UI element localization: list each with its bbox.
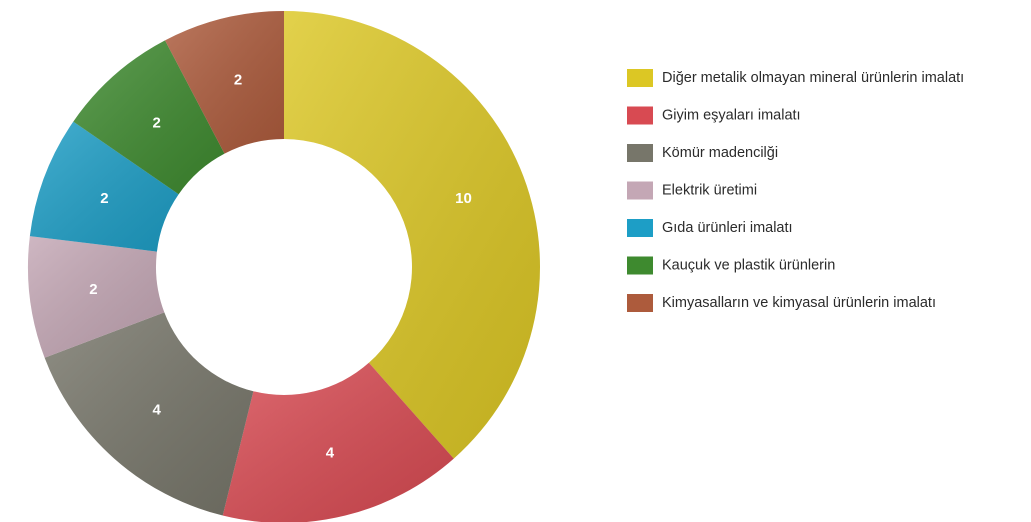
slice-shade [73,40,225,195]
slice-shade [165,11,284,154]
legend-swatch [627,144,653,162]
data-label: 4 [326,444,335,461]
legend-swatch [627,181,653,200]
legend-swatch [627,69,653,87]
slice-shade [284,11,540,459]
data-label: 4 [153,402,162,419]
data-label: 2 [89,281,97,298]
slice-shade [44,312,254,516]
legend-label: Gıda ürünleri imalatı [662,220,793,236]
slice-shade [222,362,454,522]
legend-label: Kauçuk ve plastik ürünlerin [662,257,835,273]
data-label: 2 [100,190,108,207]
slice-shade [28,236,165,358]
legend-label: Diğer metalik olmayan mineral ürünlerin … [662,70,964,86]
legend-swatch [627,256,653,275]
legend-label: Giyim eşyaları imalatı [662,107,801,123]
legend-swatch [627,106,653,125]
legend-label: Kömür madencilği [662,145,778,161]
data-label: 10 [455,190,472,207]
legend-label: Kimyasalların ve kimyasal ürünlerin imal… [662,295,936,311]
legend-swatch [627,219,653,237]
data-label: 2 [153,114,161,131]
data-label: 2 [234,72,242,89]
slice-shade [29,121,179,252]
legend-swatch [627,294,653,312]
legend-label: Elektrik üretimi [662,182,757,198]
